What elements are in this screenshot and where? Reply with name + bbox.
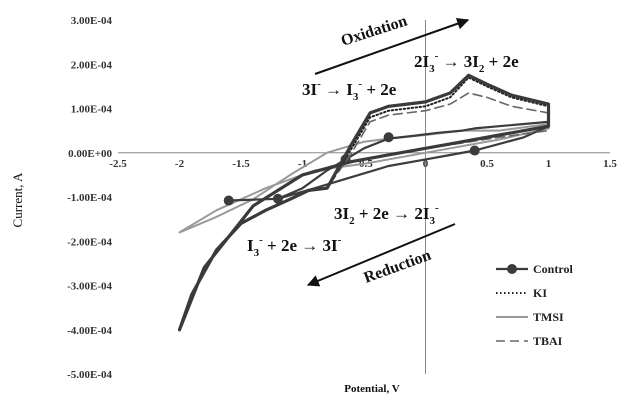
legend-marker bbox=[507, 264, 517, 274]
y-tick-label: -3.00E-04 bbox=[67, 281, 112, 293]
x-axis-title: Potential, V bbox=[344, 383, 399, 395]
x-tick-label: 0 bbox=[423, 158, 429, 170]
x-tick-label: -2.5 bbox=[109, 158, 127, 170]
data-point-marker bbox=[383, 132, 394, 143]
y-tick-label: -4.00E-04 bbox=[67, 325, 112, 337]
x-tick-label: -1.5 bbox=[232, 158, 250, 170]
reaction-label-1: 3I- → I3- + 2e bbox=[302, 78, 397, 103]
legend-label-tbai: TBAI bbox=[533, 334, 563, 348]
axes-layer: -2.5 -2 -1.5 -1 -0.5 0 0.5 1 1.53.00E-042.00E-04… bbox=[67, 15, 617, 381]
x-tick-label: -1 bbox=[298, 158, 307, 170]
legend: Control KI TMSI TBAI bbox=[496, 262, 573, 348]
y-tick-label: -5.00E-04 bbox=[67, 369, 112, 381]
x-tick-label: 1 bbox=[546, 158, 552, 170]
y-tick-label: 3.00E-04 bbox=[71, 15, 113, 27]
y-tick-label: 2.00E-04 bbox=[71, 59, 113, 71]
y-tick-label: 1.00E-04 bbox=[71, 104, 113, 116]
legend-label-ki: KI bbox=[533, 286, 547, 300]
series-layer bbox=[177, 73, 551, 332]
y-tick-label: -1.00E-04 bbox=[67, 192, 112, 204]
y-axis-title: Current, A bbox=[10, 172, 25, 227]
legend-label-tmsi: TMSI bbox=[533, 310, 564, 324]
y-tick-label: -2.00E-04 bbox=[67, 236, 112, 248]
y-tick-label: 0.00E+00 bbox=[68, 148, 112, 160]
x-tick-label: 1.5 bbox=[603, 158, 617, 170]
data-point-marker bbox=[272, 193, 283, 204]
x-tick-label: -2 bbox=[175, 158, 185, 170]
x-tick-label: 0.5 bbox=[480, 158, 494, 170]
oxidation-arrow bbox=[314, 17, 470, 75]
series-line-unlabeled bbox=[177, 73, 551, 332]
legend-label-control: Control bbox=[533, 262, 573, 276]
reduction-arrow bbox=[306, 223, 456, 287]
data-point-marker bbox=[469, 145, 480, 156]
reduction-label: Reduction bbox=[362, 247, 434, 287]
data-point-marker bbox=[223, 195, 234, 206]
reaction-label-3: 3I2 + 2e → 2I3- bbox=[334, 202, 439, 227]
reaction-label-4: I3- + 2e → 3I- bbox=[247, 234, 342, 259]
reaction-label-2: 2I3- → 3I2 + 2e bbox=[414, 50, 519, 75]
